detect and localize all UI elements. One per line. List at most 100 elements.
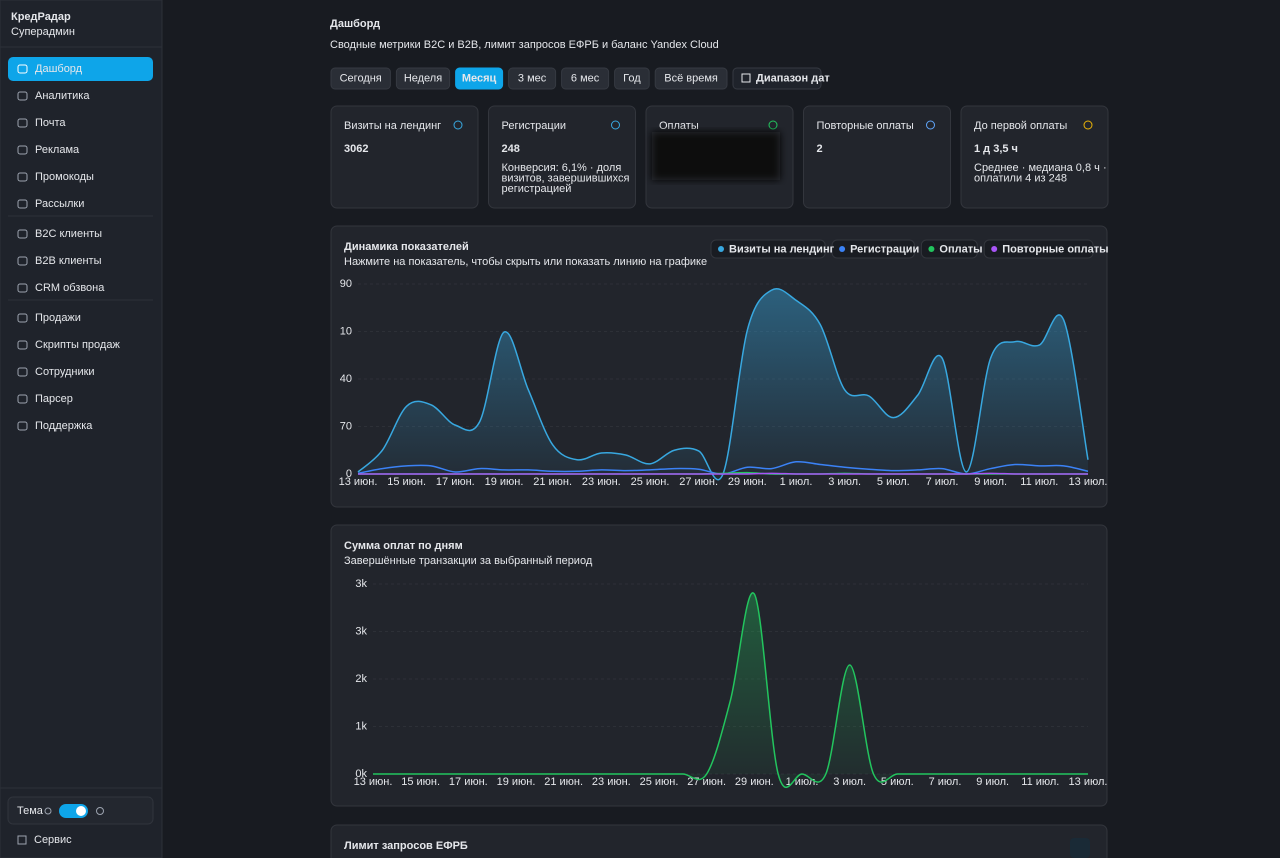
nav-item[interactable]: Реклама bbox=[35, 144, 80, 156]
range-label[interactable]: Сегодня bbox=[340, 72, 382, 84]
service[interactable]: Сервис bbox=[34, 834, 72, 846]
range-label[interactable]: Год bbox=[623, 72, 641, 84]
nav-item[interactable]: Аналитика bbox=[35, 90, 90, 102]
y-tick-label: 0k bbox=[355, 768, 367, 780]
sun-icon bbox=[44, 807, 52, 815]
range-button[interactable] bbox=[395, 67, 451, 90]
nav-icon bbox=[17, 256, 28, 266]
kpi-icon bbox=[1083, 120, 1093, 130]
kpi-icon bbox=[926, 120, 935, 130]
service-icon bbox=[17, 835, 27, 845]
calendar-icon bbox=[741, 73, 751, 83]
x-tick-label: 21 июн. bbox=[533, 476, 572, 488]
legend-pill[interactable] bbox=[831, 239, 915, 259]
redacted bbox=[652, 132, 780, 180]
x-tick-label: 17 июн. bbox=[449, 776, 488, 788]
x-tick-label: 21 июн. bbox=[544, 776, 583, 788]
legend-dot bbox=[991, 246, 998, 252]
kpi-note: Среднее · медиана 0,8 ч · bbox=[974, 162, 1107, 174]
nav-item[interactable]: Поддержка bbox=[35, 420, 93, 432]
nav-item[interactable]: CRM обзвона bbox=[35, 282, 105, 294]
legend-pill[interactable] bbox=[983, 239, 1094, 259]
page-subtitle: Сводные метрики B2C и B2B, лимит запросо… bbox=[330, 39, 719, 51]
kpi-value: 3062 bbox=[344, 143, 368, 155]
range-label[interactable]: Месяц bbox=[462, 72, 497, 84]
date-range-label[interactable]: Диапазон дат bbox=[756, 72, 830, 84]
kpi-icon bbox=[611, 120, 620, 130]
range-button[interactable] bbox=[330, 67, 391, 90]
range-button[interactable] bbox=[455, 67, 504, 90]
nav-item[interactable]: Продажи bbox=[35, 312, 81, 324]
kpi-note: оплатили 4 из 248 bbox=[974, 172, 1067, 184]
nav-active[interactable] bbox=[8, 57, 153, 81]
theme-label: Тема bbox=[17, 805, 44, 817]
y-tick-label: 10 bbox=[340, 325, 352, 337]
legend-pill[interactable] bbox=[710, 239, 826, 259]
x-tick-label: 11 июл. bbox=[1021, 776, 1059, 788]
range-button[interactable] bbox=[561, 67, 610, 90]
nav-item[interactable]: Парсер bbox=[35, 393, 73, 405]
x-tick-label: 13 июл. bbox=[1069, 476, 1108, 488]
nav-item[interactable]: Дашборд bbox=[35, 63, 83, 75]
series-line bbox=[357, 288, 1089, 481]
x-tick-label: 3 июл. bbox=[833, 776, 866, 788]
y-tick-label: 90 bbox=[340, 278, 352, 290]
kpi-value: 1 д 3,5 ч bbox=[974, 143, 1018, 155]
range-label[interactable]: Неделя bbox=[404, 72, 442, 84]
brand-role: Суперадмин bbox=[11, 26, 75, 38]
nav-icon bbox=[17, 421, 28, 431]
nav-item[interactable]: Почта bbox=[35, 117, 66, 129]
nav-item[interactable]: Промокоды bbox=[35, 171, 94, 183]
x-tick-label: 3 июл. bbox=[828, 476, 861, 488]
x-tick-label: 27 июн. bbox=[679, 476, 718, 488]
y-tick-label: 2k bbox=[355, 673, 367, 685]
kpi-card bbox=[803, 105, 951, 209]
legend-pill[interactable] bbox=[920, 239, 978, 259]
area-fill bbox=[373, 592, 1088, 788]
legend-label[interactable]: Визиты на лендинг bbox=[729, 243, 835, 255]
nav-icon bbox=[17, 229, 28, 239]
nav-item[interactable]: B2C клиенты bbox=[35, 228, 102, 240]
nav-icon bbox=[17, 313, 28, 323]
range-label[interactable]: 6 мес bbox=[571, 72, 600, 84]
toggle-knob bbox=[76, 806, 86, 816]
chart-subtitle: Завершённые транзакции за выбранный пери… bbox=[344, 555, 593, 567]
range-button[interactable] bbox=[508, 67, 557, 90]
limit-title: Лимит запросов ЕФРБ bbox=[344, 840, 468, 852]
x-tick-label: 13 июн. bbox=[339, 476, 378, 488]
legend-dot bbox=[839, 246, 846, 252]
legend-label[interactable]: Повторные оплаты bbox=[1002, 243, 1108, 255]
kpi-label: До первой оплаты bbox=[974, 120, 1067, 132]
legend-label[interactable]: Регистрации bbox=[850, 243, 919, 255]
range-label[interactable]: Всё время bbox=[664, 72, 718, 84]
x-tick-label: 17 июн. bbox=[436, 476, 475, 488]
x-tick-label: 23 июн. bbox=[582, 476, 621, 488]
range-button[interactable] bbox=[614, 67, 650, 90]
x-tick-label: 9 июл. bbox=[976, 776, 1009, 788]
x-tick-label: 25 июн. bbox=[631, 476, 670, 488]
date-range-button[interactable] bbox=[732, 67, 822, 90]
page-title: Дашборд bbox=[330, 18, 380, 30]
x-tick-label: 1 июл. bbox=[780, 476, 813, 488]
x-tick-label: 23 июн. bbox=[592, 776, 631, 788]
nav-icon bbox=[17, 118, 28, 128]
x-tick-label: 19 июн. bbox=[497, 776, 536, 788]
chart-subtitle: Нажмите на показатель, чтобы скрыть или … bbox=[344, 256, 707, 268]
x-tick-label: 11 июл. bbox=[1020, 476, 1058, 488]
x-tick-label: 9 июл. bbox=[974, 476, 1007, 488]
nav-item[interactable]: Скрипты продаж bbox=[35, 339, 120, 351]
nav-item[interactable]: Рассылки bbox=[35, 198, 84, 210]
kpi-label: Регистрации bbox=[502, 120, 567, 132]
range-label[interactable]: 3 мес bbox=[518, 72, 547, 84]
nav-icon bbox=[17, 367, 28, 377]
nav-item[interactable]: Сотрудники bbox=[35, 366, 95, 378]
legend-label[interactable]: Оплаты bbox=[939, 243, 982, 255]
area-fill bbox=[358, 288, 1088, 480]
nav-icon bbox=[17, 283, 28, 293]
moon-icon bbox=[96, 807, 104, 815]
chart-title: Динамика показателей bbox=[344, 241, 469, 253]
range-button[interactable] bbox=[654, 67, 728, 90]
kpi-card bbox=[960, 105, 1109, 209]
nav-item[interactable]: B2B клиенты bbox=[35, 255, 102, 267]
